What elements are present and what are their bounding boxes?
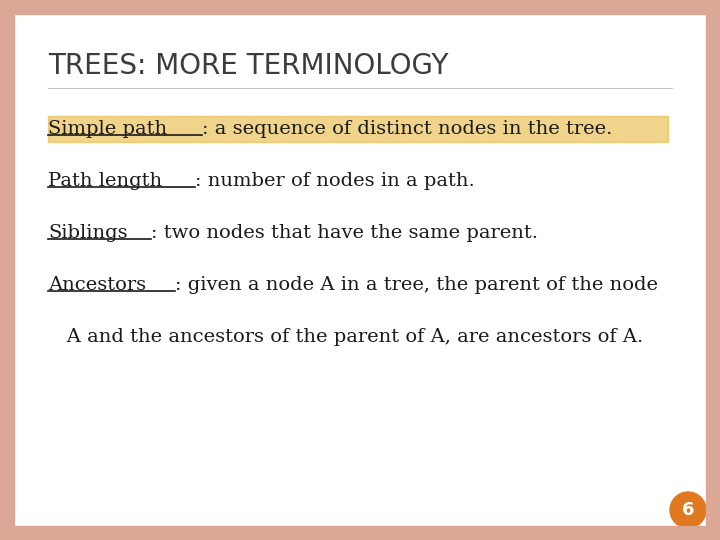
Bar xyxy=(48,116,668,142)
Text: : two nodes that have the same parent.: : two nodes that have the same parent. xyxy=(150,224,538,242)
Text: Siblings: Siblings xyxy=(48,224,127,242)
Circle shape xyxy=(670,492,706,528)
Text: Ancestors: Ancestors xyxy=(48,276,146,294)
Text: TREES: MORE TERMINOLOGY: TREES: MORE TERMINOLOGY xyxy=(48,52,449,80)
Bar xyxy=(0,526,720,540)
Text: : number of nodes in a path.: : number of nodes in a path. xyxy=(195,172,475,190)
Text: Path length: Path length xyxy=(48,172,162,190)
Text: : given a node A in a tree, the parent of the node: : given a node A in a tree, the parent o… xyxy=(175,276,657,294)
Bar xyxy=(0,0,14,540)
Text: A and the ancestors of the parent of A, are ancestors of A.: A and the ancestors of the parent of A, … xyxy=(48,328,643,346)
Bar xyxy=(0,0,720,14)
Text: Simple path: Simple path xyxy=(48,120,167,138)
Text: 6: 6 xyxy=(682,501,694,519)
Bar xyxy=(706,0,720,540)
Text: : a sequence of distinct nodes in the tree.: : a sequence of distinct nodes in the tr… xyxy=(202,120,612,138)
